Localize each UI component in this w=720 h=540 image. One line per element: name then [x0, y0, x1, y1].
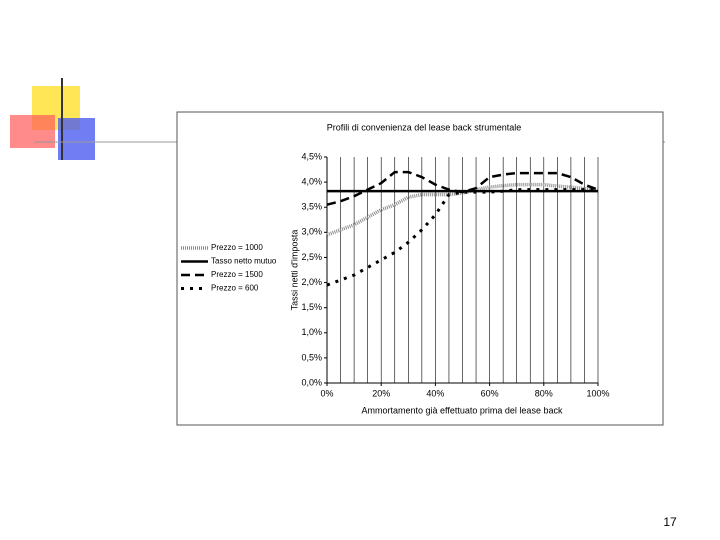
- x-axis-label: Ammortamento già effettuato prima del le…: [362, 405, 563, 415]
- page-number: 17: [663, 515, 677, 529]
- x-tick-label: 40%: [426, 388, 444, 398]
- deco-square: [58, 118, 95, 160]
- legend-label: Prezzo = 1000: [211, 243, 263, 252]
- y-axis-label: Tassi netti d'imposta: [289, 230, 299, 311]
- x-tick-label: 100%: [586, 388, 609, 398]
- x-tick-label: 0%: [320, 388, 333, 398]
- deco-square: [10, 115, 55, 148]
- y-tick-label: 4,5%: [301, 151, 322, 161]
- chart-title: Profili di convenienza del lease back st…: [327, 122, 522, 132]
- x-tick-label: 20%: [372, 388, 390, 398]
- y-tick-label: 3,5%: [301, 202, 322, 212]
- legend-label: Prezzo = 1500: [211, 270, 263, 279]
- x-tick-label: 80%: [535, 388, 553, 398]
- y-tick-label: 1,5%: [301, 302, 322, 312]
- series-line: [326, 170, 599, 206]
- y-tick-label: 4,0%: [301, 176, 322, 186]
- y-tick-label: 1,0%: [301, 327, 322, 337]
- y-tick-label: 2,0%: [301, 277, 322, 287]
- y-tick-label: 2,5%: [301, 252, 322, 262]
- y-tick-label: 0,0%: [301, 377, 322, 387]
- legend-label: Tasso netto mutuo: [211, 257, 277, 266]
- legend-label: Prezzo = 600: [211, 284, 259, 293]
- chart-frame: [176, 111, 664, 426]
- y-tick-label: 3,0%: [301, 227, 322, 237]
- x-tick-label: 60%: [481, 388, 499, 398]
- y-tick-label: 0,5%: [301, 352, 322, 362]
